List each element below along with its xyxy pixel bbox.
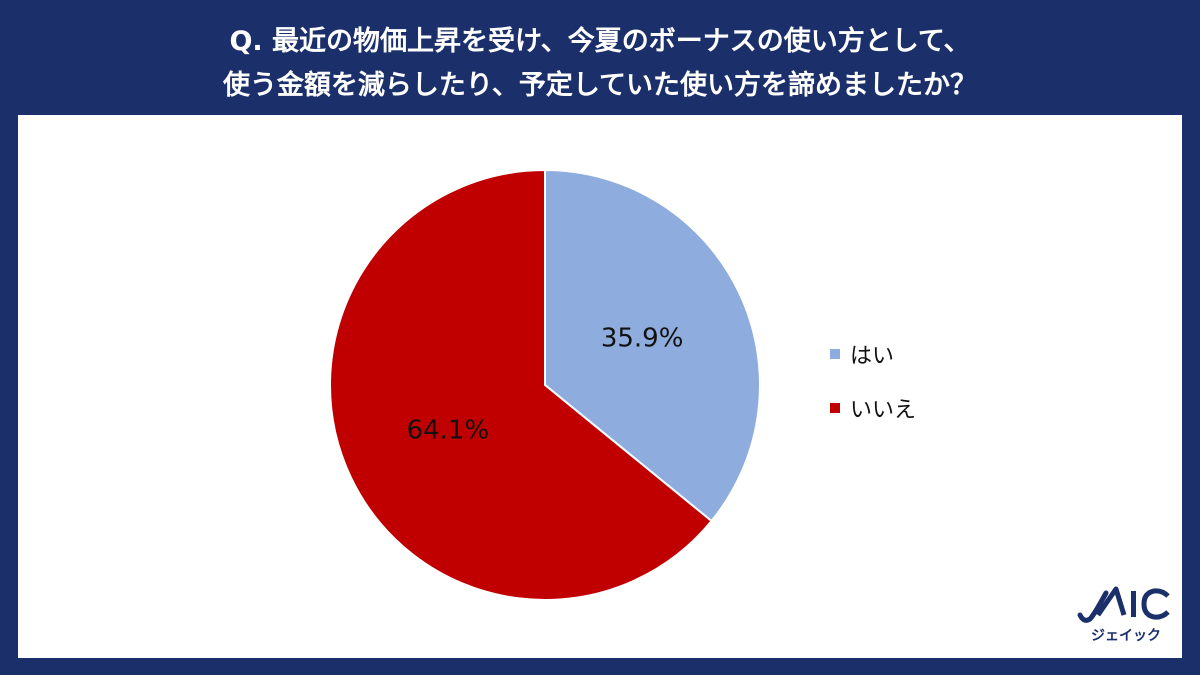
legend-label-yes: はい	[850, 344, 895, 369]
data-label-yes: 35.9%	[601, 323, 684, 353]
logo-subtitle: ジェイック	[1091, 628, 1161, 644]
legend-swatch-yes	[830, 349, 840, 359]
pie-chart: 35.9% 64.1%	[329, 168, 761, 601]
title-line-2: 使う金額を減らしたり、予定していた使い方を諦めましたか？	[222, 70, 978, 101]
jaic-logo-mark	[1077, 586, 1170, 623]
pie-slice-yes	[544, 168, 761, 523]
jaic-logo: ジェイック	[1076, 585, 1176, 653]
title-line-1: Q. 最近の物価上昇を受け、今夏のボーナスの使い方として、	[229, 26, 971, 57]
legend: はい いいえ	[830, 339, 916, 447]
legend-swatch-no	[830, 403, 840, 413]
chart-title: Q. 最近の物価上昇を受け、今夏のボーナスの使い方として、 使う金額を減らしたり…	[0, 20, 1200, 108]
legend-item-no: いいえ	[830, 393, 916, 423]
legend-item-yes: はい	[830, 339, 916, 369]
legend-label-no: いいえ	[850, 398, 917, 423]
chart-panel: 35.9% 64.1% はい いいえ	[18, 115, 1182, 658]
pie-slice-no	[329, 168, 713, 601]
data-label-no: 64.1%	[407, 416, 490, 446]
